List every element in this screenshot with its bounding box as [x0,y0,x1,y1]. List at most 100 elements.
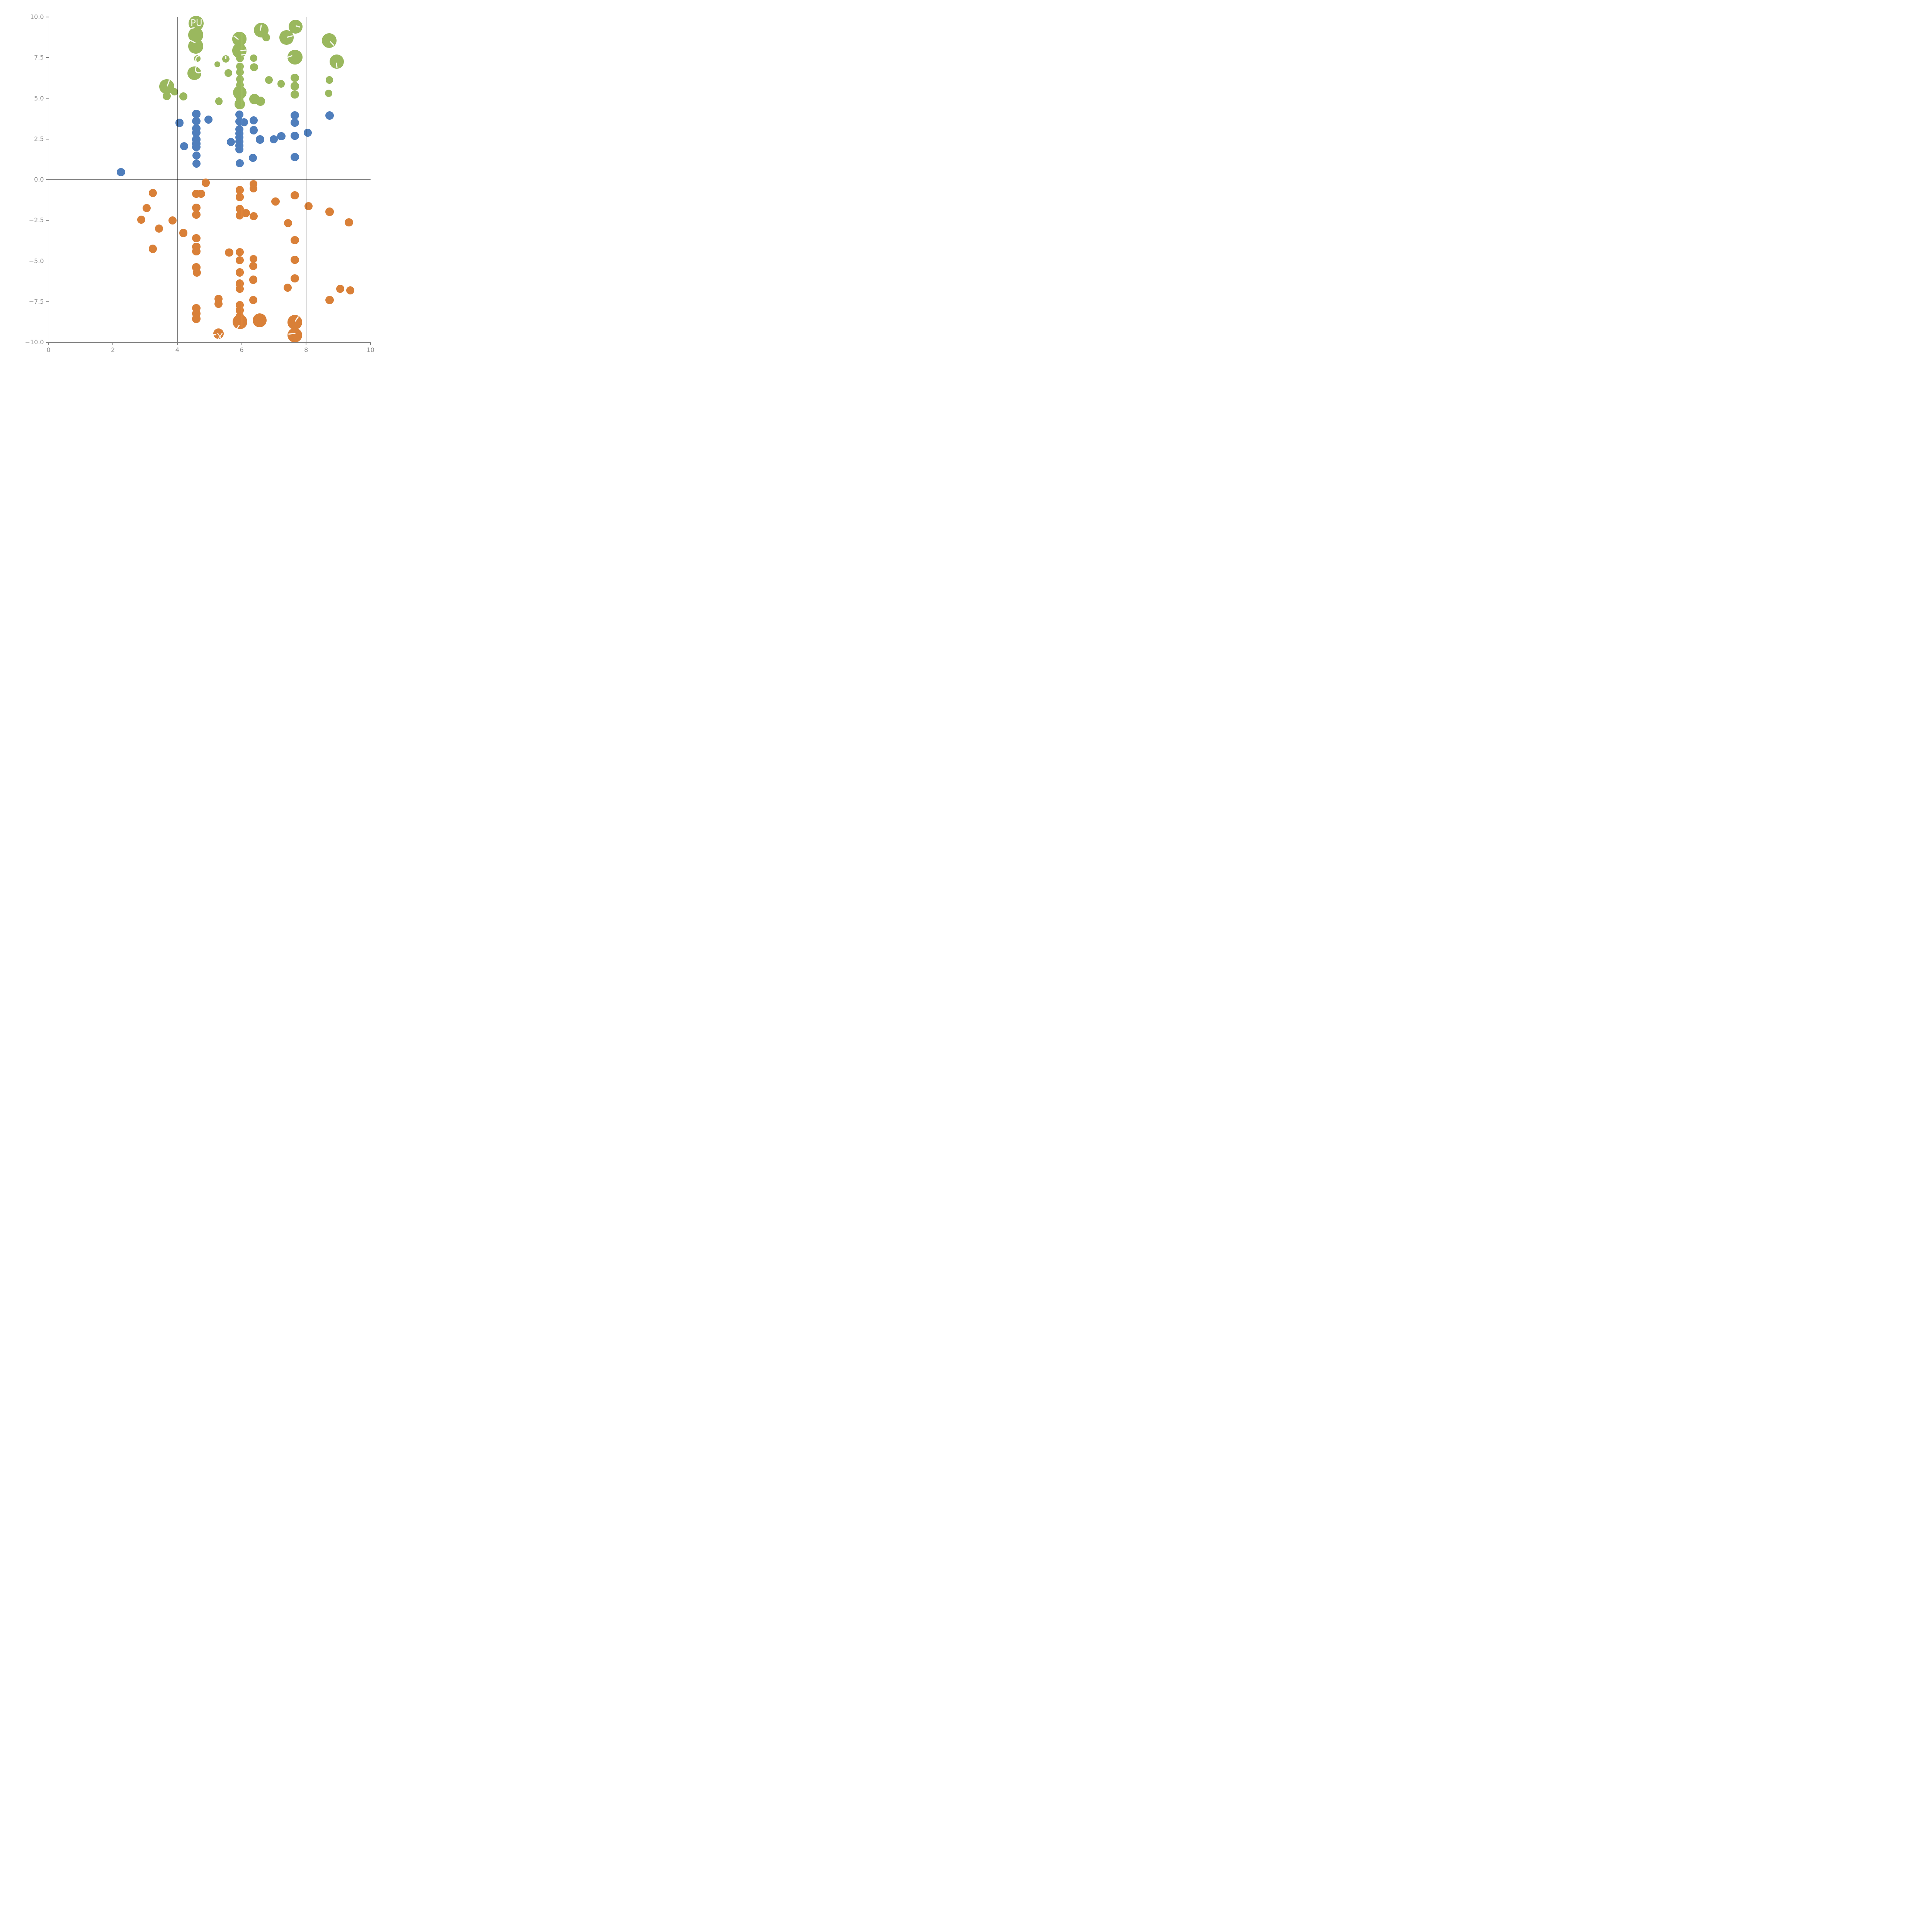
data-point-blue [192,151,201,160]
data-point-green [325,76,333,84]
data-point-orange [235,248,244,256]
data-point-green [325,90,333,97]
data-point-orange [192,315,201,323]
data-point-orange [137,215,146,224]
y-tick-label: 10.0 [30,13,44,20]
data-point-blue [277,132,286,141]
y-tick-7.5 [46,57,49,58]
data-point-orange [291,255,299,264]
x-tick-label: 8 [304,346,308,354]
data-point-orange [291,236,299,245]
data-point-orange [284,283,292,292]
data-point-blue [192,143,201,151]
data-point-orange [143,204,151,213]
data-point-orange [325,296,334,304]
data-point-blue [235,110,244,119]
data-point-green [291,82,299,90]
y-tick-label: −7.5 [29,298,44,305]
y-tick-label: −10.0 [25,338,44,346]
data-point-orange [235,256,244,264]
data-point-blue [325,111,334,120]
data-point-orange [235,285,244,293]
zero-reference-line [48,179,371,180]
data-point-orange [271,197,280,206]
x-tick-label: 2 [111,346,115,354]
data-point-orange [304,202,313,210]
data-point-blue [175,119,184,127]
data-point-blue [249,116,258,125]
data-point-green [291,73,299,82]
data-point-green [262,34,270,42]
data-point-orange [325,207,334,216]
data-point-green [265,76,273,84]
data-point-blue [117,168,125,176]
x-tick-10 [370,342,371,345]
data-point-orange [155,224,163,233]
x-tick-0 [48,342,49,345]
data-point-blue [226,138,235,146]
y-tick-−5.0 [46,260,49,262]
data-point-orange [225,248,233,257]
data-point-blue [270,135,278,143]
data-point-orange [249,296,258,304]
x-tick-label: 10 [366,346,374,354]
data-point-blue [192,159,201,168]
data-point-green [322,33,337,48]
data-point-green [255,97,265,106]
data-point-orange [284,219,293,227]
data-point-blue [192,110,201,118]
y-tick-label: 5.0 [34,94,44,102]
data-point-blue [291,132,299,140]
data-point-green [250,54,257,62]
y-tick-label: −5.0 [29,257,44,265]
data-point-green [215,97,223,105]
data-point-blue [204,115,213,124]
y-tick-−2.5 [46,220,49,221]
data-point-green [236,68,244,76]
data-point-orange [192,247,201,255]
data-point-orange [235,268,244,277]
data-point-orange [250,185,258,193]
data-point-green [170,88,178,96]
y-tick-−10.0 [46,342,49,343]
data-point-orange [249,255,257,263]
data-point-green [179,92,188,101]
data-point-orange [249,262,258,270]
y-tick-5.0 [46,98,49,99]
data-point-orange [192,203,201,212]
data-point-blue [235,159,244,168]
watermark-arc [195,66,202,73]
data-point-green [222,55,230,63]
data-point-orange [197,190,206,198]
data-point-blue [192,128,201,137]
data-point-orange [291,274,299,283]
data-point-orange [201,179,210,187]
data-point-orange [232,314,247,329]
data-point-orange [336,285,345,293]
y-tick-label: 2.5 [34,135,44,143]
plot-area: PU X 10.0 7.5 5.0 2.5 0.0 −2.5 −5.0 −7.5 −10.0 0 2 4 6… [0,0,386,386]
data-point-green [287,49,303,65]
watermark-stroke [225,55,226,59]
data-point-blue [235,145,244,154]
data-point-orange [346,286,354,294]
data-point-green [162,92,171,100]
data-point-orange [192,234,201,242]
data-point-orange [179,229,188,237]
data-point-blue [192,117,201,126]
y-tick-−7.5 [46,301,49,302]
data-point-orange [193,269,201,277]
data-point-blue [291,153,299,162]
data-point-green [250,63,258,71]
data-point-green [224,69,233,77]
data-point-blue [303,128,312,137]
watermark-stroke [335,62,338,68]
data-point-blue [180,142,188,150]
watermark-text: X [216,332,223,343]
watermark-arc [195,55,204,64]
x-tick-label: 4 [175,346,179,354]
y-tick-0.0 [46,179,49,180]
gridline-x-4 [177,17,178,342]
data-point-orange [345,218,353,226]
data-point-green [279,30,294,45]
